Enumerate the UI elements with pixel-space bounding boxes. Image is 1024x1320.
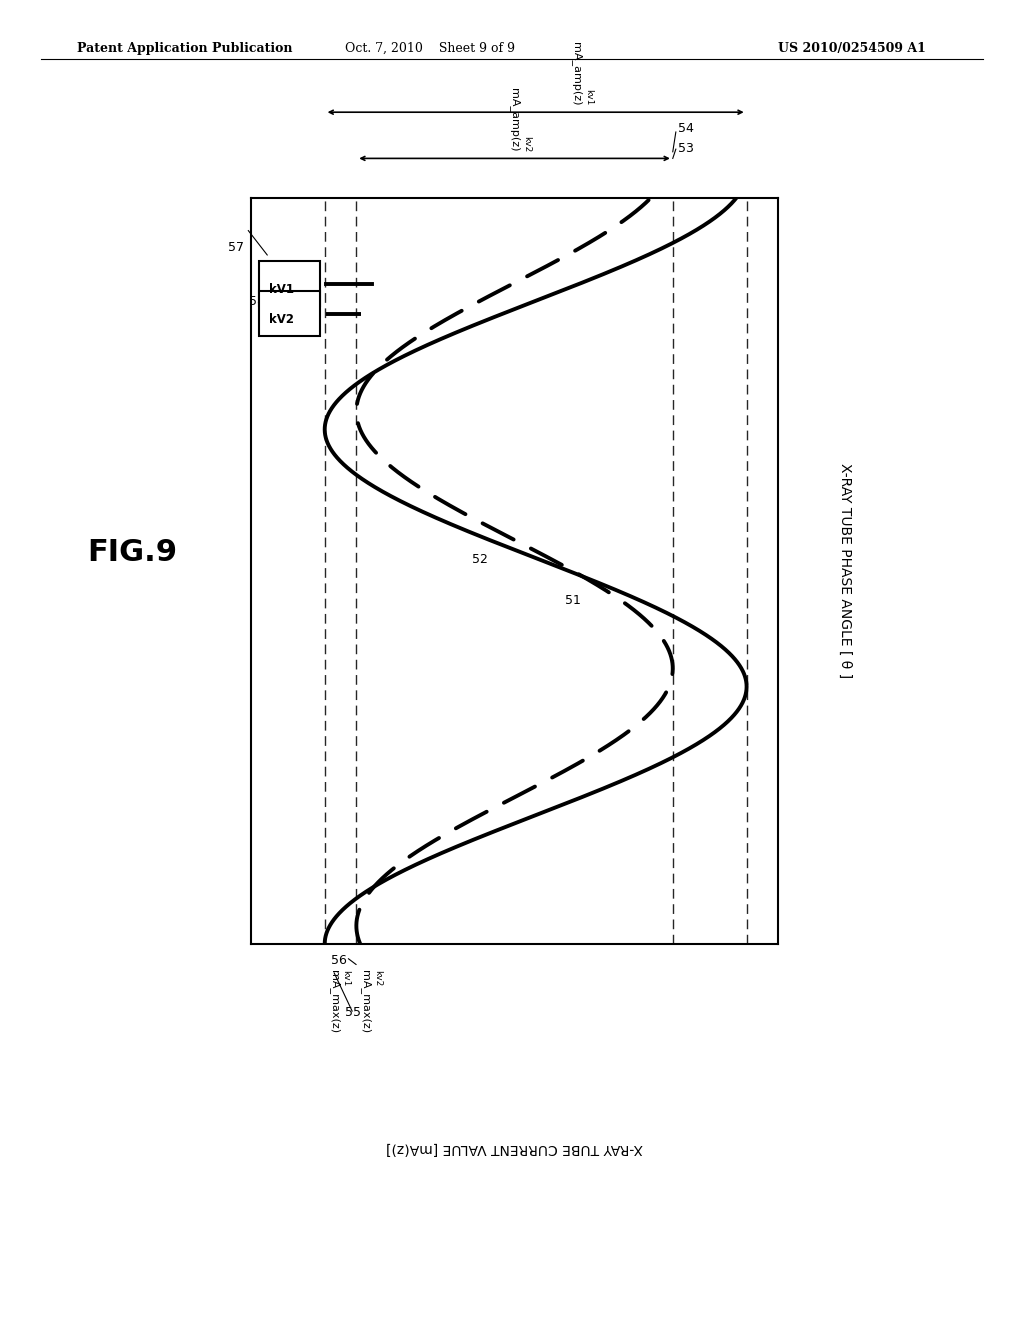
Text: 58: 58 <box>249 294 264 308</box>
Text: 57: 57 <box>228 240 244 253</box>
Text: Patent Application Publication: Patent Application Publication <box>77 42 292 54</box>
Text: kv2: kv2 <box>522 136 531 152</box>
Text: X-RAY TUBE PHASE ANGLE [ θ ]: X-RAY TUBE PHASE ANGLE [ θ ] <box>838 463 852 678</box>
Text: kv2: kv2 <box>373 970 382 986</box>
Text: 54: 54 <box>678 121 694 135</box>
Text: mA_max(z): mA_max(z) <box>329 970 340 1034</box>
Text: kV2: kV2 <box>269 313 294 326</box>
Text: 53: 53 <box>678 141 694 154</box>
Text: 55: 55 <box>345 1006 361 1019</box>
Text: 56: 56 <box>331 953 347 966</box>
Text: kV1: kV1 <box>269 282 294 296</box>
Text: mA_amp(z): mA_amp(z) <box>509 88 520 152</box>
Text: Oct. 7, 2010    Sheet 9 of 9: Oct. 7, 2010 Sheet 9 of 9 <box>345 42 515 54</box>
Text: kv1: kv1 <box>341 970 350 986</box>
Text: 52: 52 <box>472 553 488 566</box>
Text: X-RAY TUBE CURRENT VALUE [mA(z)]: X-RAY TUBE CURRENT VALUE [mA(z)] <box>386 1142 643 1155</box>
Text: 51: 51 <box>564 594 581 607</box>
Text: kv1: kv1 <box>585 90 593 106</box>
Text: mA_amp(z): mA_amp(z) <box>571 42 582 106</box>
Text: mA_max(z): mA_max(z) <box>360 970 372 1034</box>
Text: FIG.9: FIG.9 <box>87 539 177 568</box>
Text: US 2010/0254509 A1: US 2010/0254509 A1 <box>778 42 926 54</box>
